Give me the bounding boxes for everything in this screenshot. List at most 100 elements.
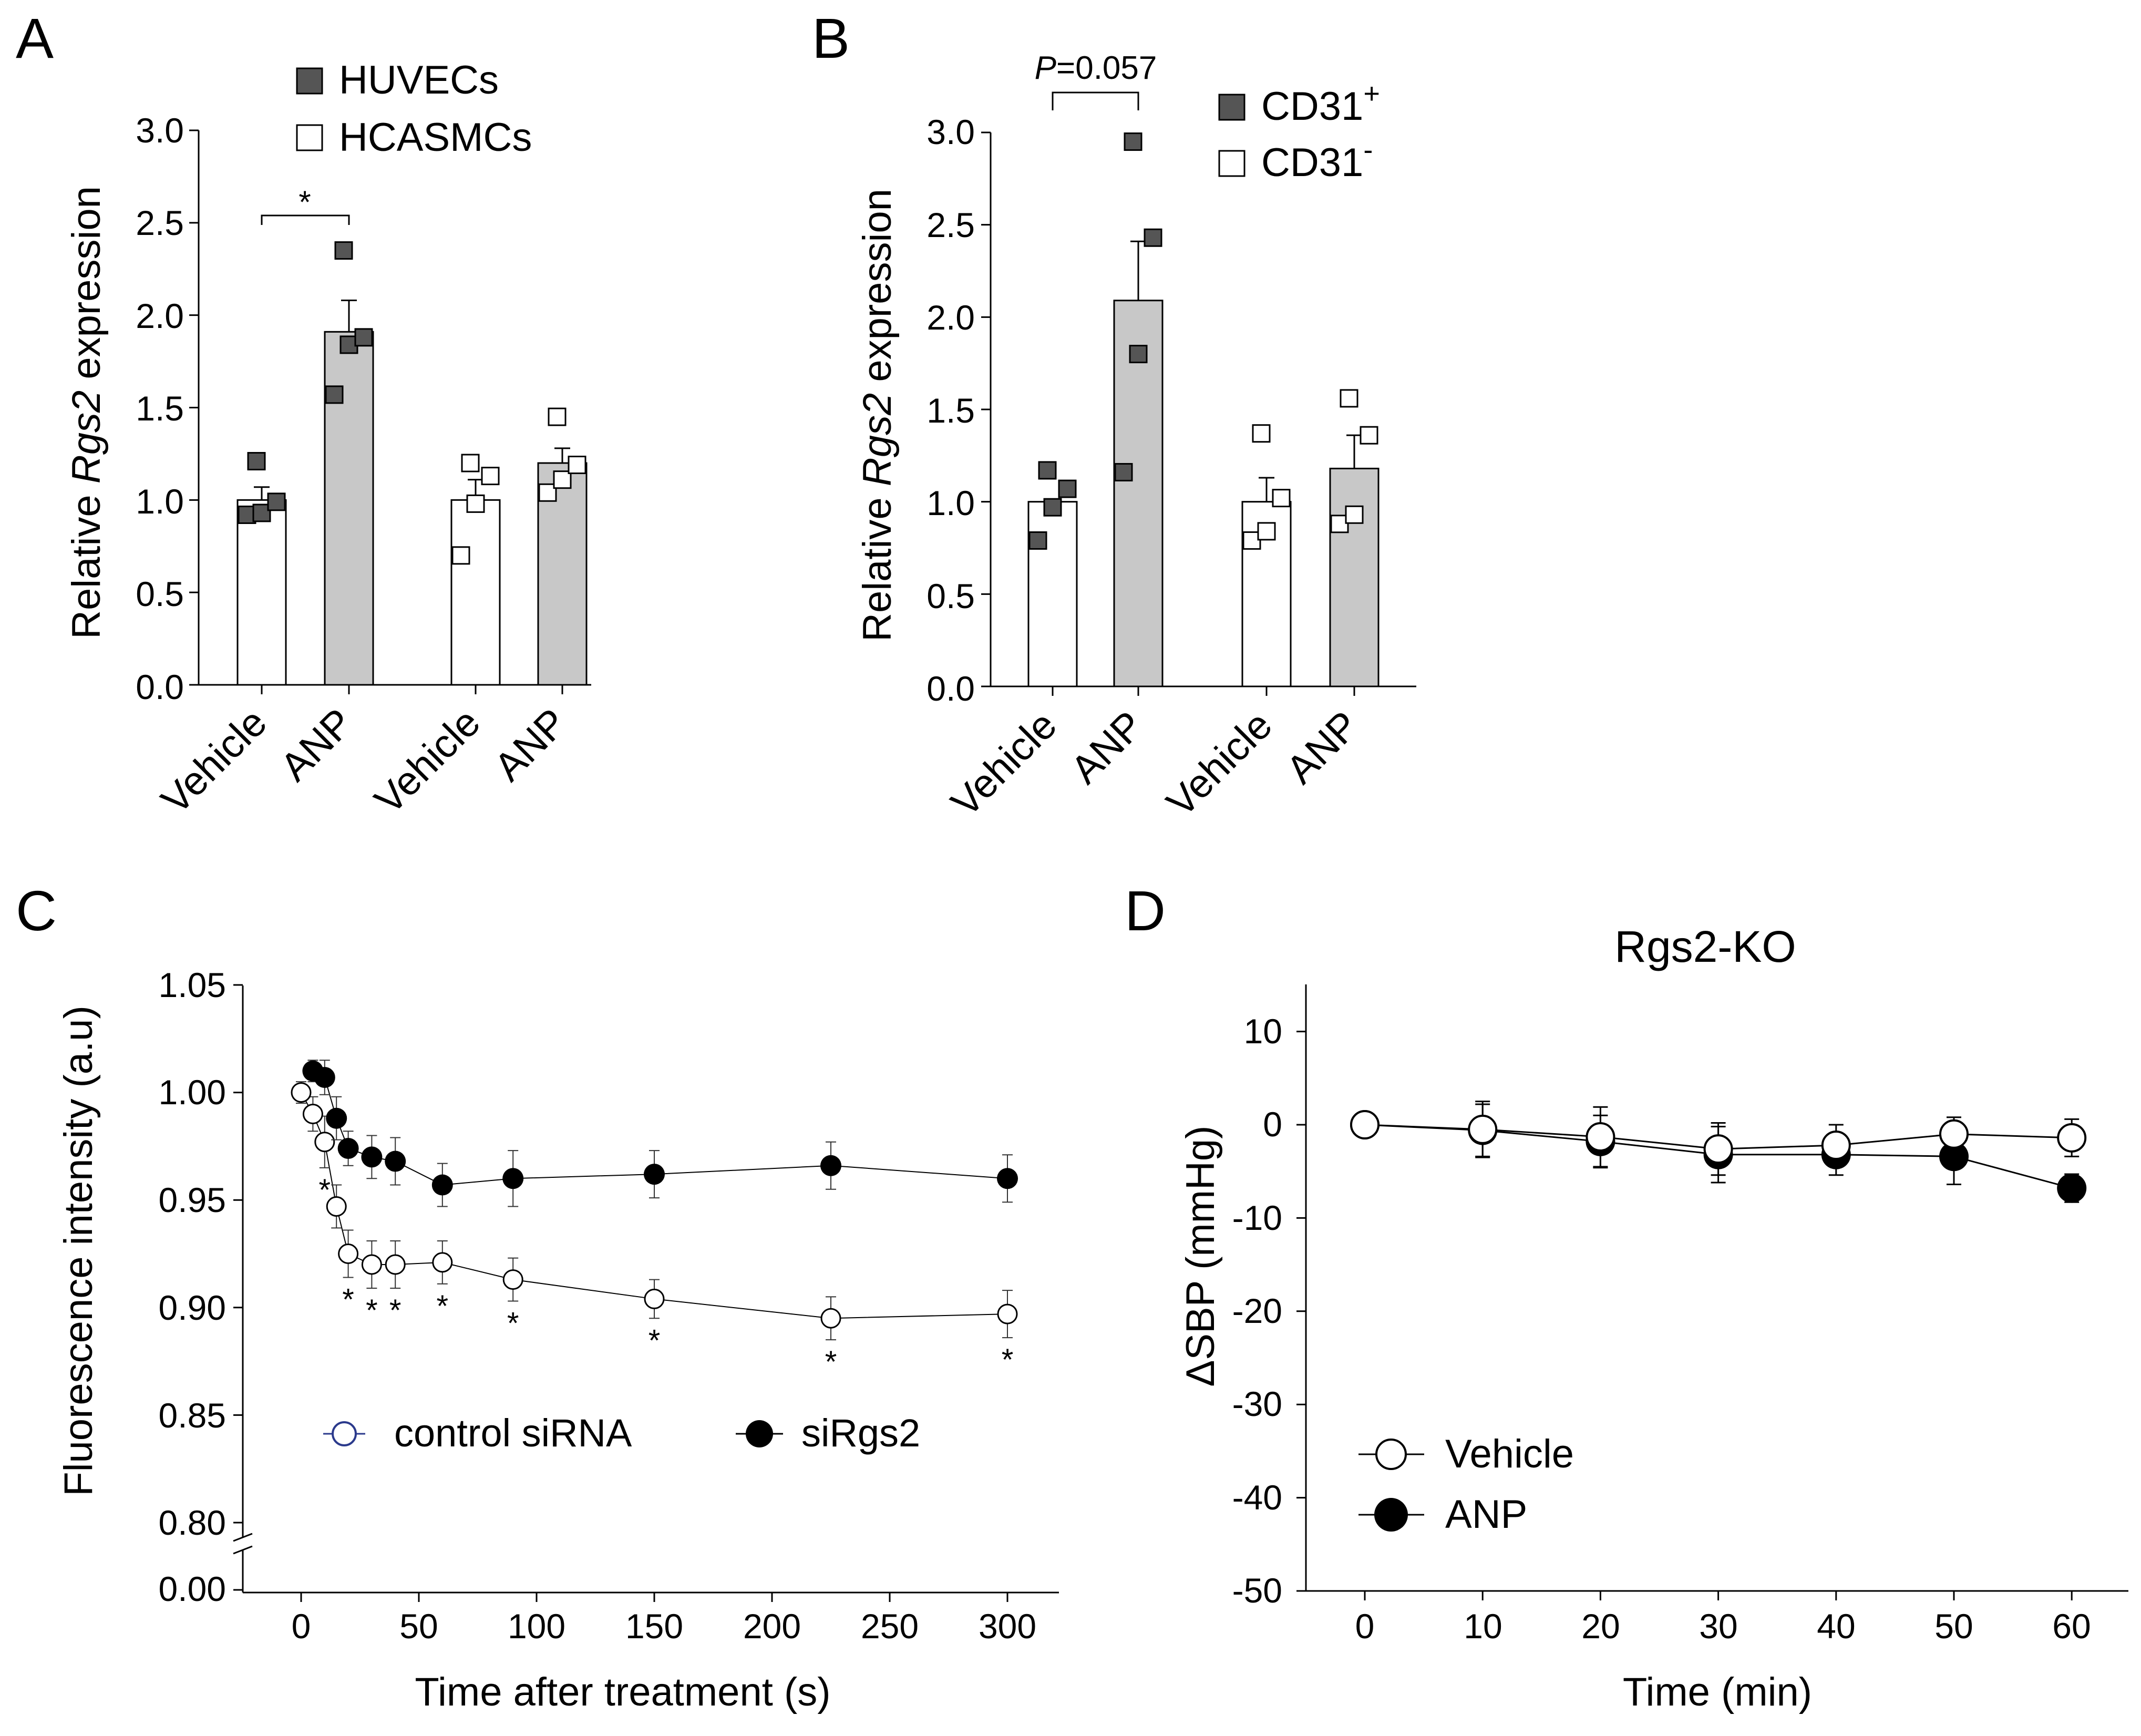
data-point: [820, 1308, 841, 1329]
data-point: [338, 1244, 359, 1264]
data-point: [1129, 345, 1148, 364]
legend-marker-control: [332, 1421, 357, 1446]
legend-label-anp: ANP: [1445, 1492, 1527, 1537]
data-point: [247, 451, 266, 470]
y-tick-label: 1.05: [159, 965, 226, 1004]
data-point: [314, 1132, 335, 1153]
y-tick-label: 1.0: [927, 484, 975, 522]
data-point: [326, 1107, 347, 1129]
panel-letter-d: D: [1125, 879, 1166, 942]
data-point: [314, 1066, 335, 1088]
significance-star: *: [319, 1173, 331, 1207]
data-point: [1586, 1122, 1615, 1152]
bar: [1027, 501, 1078, 687]
legend-label-sirgs2: siRgs2: [801, 1411, 920, 1455]
significance-star: *: [507, 1307, 519, 1341]
significance-star: *: [649, 1323, 661, 1358]
data-point: [1144, 228, 1162, 247]
axis-break-mark: [233, 1533, 253, 1542]
data-point: [1272, 489, 1291, 508]
data-point: [361, 1146, 383, 1168]
data-point: [267, 492, 286, 511]
y-tick-label: 2.5: [136, 203, 184, 242]
panel-a-ylabel: Relative Rgs2 expression: [64, 186, 109, 639]
data-point: [252, 504, 271, 522]
y-tick-label: 0.5: [927, 577, 975, 615]
data-point: [1821, 1131, 1851, 1160]
data-point: [385, 1151, 406, 1172]
y-tick-label: 0.95: [159, 1180, 226, 1219]
panel-letter-c: C: [16, 879, 57, 942]
y-tick-label: -40: [1232, 1478, 1282, 1517]
legend-swatch-cd31-pos: [1218, 94, 1246, 121]
data-point: [337, 1137, 359, 1159]
panel-letter-a: A: [16, 6, 54, 70]
panel-c-chart: Fluorescence intensity (a.u) Time after …: [56, 965, 1059, 1714]
x-tick-label: 250: [861, 1607, 919, 1646]
panel-d-chart: Rgs2-KO ΔSBP (mmHg) Time (min) 10 0 -10 …: [1178, 922, 2128, 1714]
data-point: [1058, 479, 1077, 498]
data-point: [1252, 424, 1271, 443]
panel-c-ylabel: Fluorescence intensity (a.u): [56, 1005, 101, 1496]
panel-b-ylabel: Relative Rgs2 expression: [855, 189, 900, 642]
y-break-label: 0.00: [159, 1569, 226, 1608]
data-point: [1257, 522, 1276, 541]
x-tick-label: 150: [625, 1607, 683, 1646]
x-tick-label: 200: [743, 1607, 801, 1646]
data-point: [1043, 498, 1062, 517]
x-tick-label: ANP: [1278, 703, 1367, 793]
data-point: [548, 407, 567, 426]
data-point: [1350, 1110, 1380, 1139]
data-point: [1038, 461, 1057, 480]
legend-swatch-cd31-neg: [1218, 150, 1246, 177]
data-point: [1468, 1114, 1498, 1144]
data-point: [997, 1303, 1018, 1324]
data-point: [466, 494, 485, 513]
axis-break-mark: [233, 1545, 253, 1555]
data-point: [361, 1254, 382, 1275]
x-tick-label: Vehicle: [943, 703, 1065, 825]
data-point: [1345, 505, 1364, 524]
y-tick-label: 0.90: [159, 1288, 226, 1327]
y-tick-label: -30: [1232, 1384, 1282, 1423]
significance-star: *: [366, 1293, 378, 1328]
data-point: [568, 456, 586, 475]
data-point: [432, 1252, 453, 1273]
x-tick-label: 40: [1817, 1607, 1855, 1646]
panel-b-chart: Relative Rgs2 expression 0.0 0.5 1.0 1.5…: [855, 50, 1416, 825]
x-tick-label: 0: [292, 1607, 311, 1646]
x-tick-label: 30: [1699, 1607, 1737, 1646]
x-tick-label: ANP: [1062, 703, 1152, 793]
significance-star: *: [389, 1293, 402, 1328]
data-point: [997, 1168, 1018, 1189]
panel-d-xlabel: Time (min): [1623, 1670, 1812, 1714]
data-point: [502, 1269, 523, 1290]
bar: [1329, 467, 1380, 687]
legend-marker-vehicle: [1375, 1439, 1407, 1470]
significance-bracket: [1052, 91, 1139, 110]
data-point: [325, 385, 344, 404]
y-tick-label: 1.5: [927, 391, 975, 430]
x-tick-label: 10: [1464, 1607, 1502, 1646]
y-tick-label: 1.5: [136, 389, 184, 428]
legend-swatch-hcasmcs: [296, 124, 323, 151]
panel-c-xlabel: Time after treatment (s): [415, 1670, 830, 1714]
data-point: [461, 454, 480, 472]
legend-marker-sirgs2: [746, 1420, 773, 1447]
data-point: [1340, 389, 1358, 408]
bar: [236, 499, 287, 686]
data-point: [451, 546, 470, 565]
y-tick-label: 0.80: [159, 1503, 226, 1542]
y-tick-label: 10: [1244, 1012, 1282, 1051]
x-tick-label: 0: [1355, 1607, 1375, 1646]
significance-p-value: P=0.057: [1035, 50, 1157, 86]
y-tick-label: 0.0: [927, 669, 975, 708]
y-tick-label: 2.0: [927, 298, 975, 337]
data-point: [302, 1104, 323, 1125]
data-point: [431, 1174, 453, 1196]
x-tick-label: 300: [979, 1607, 1036, 1646]
y-tick-label: 0: [1263, 1105, 1282, 1144]
data-point: [1939, 1119, 1969, 1149]
y-tick-label: 0.85: [159, 1396, 226, 1435]
y-tick-label: 0.5: [136, 574, 184, 613]
